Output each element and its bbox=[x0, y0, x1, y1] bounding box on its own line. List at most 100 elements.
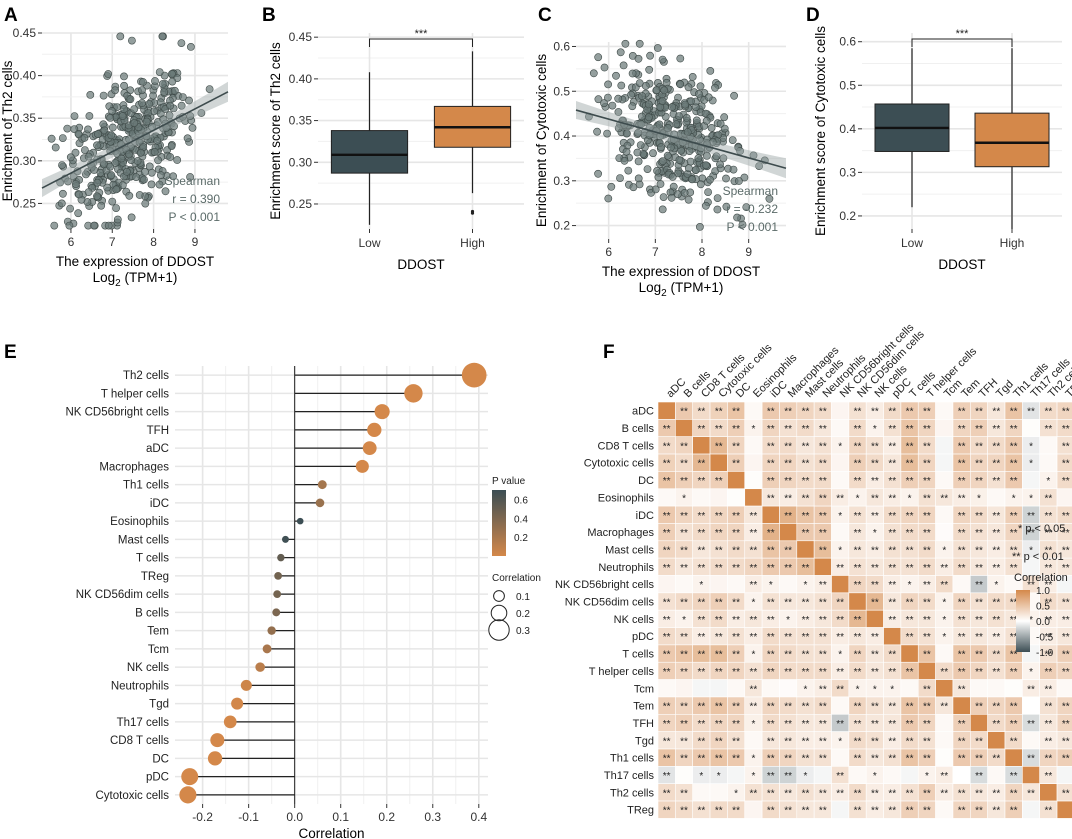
category-label: Tem bbox=[147, 626, 169, 638]
significance-mark: ** bbox=[836, 719, 844, 730]
heatmap-cell bbox=[935, 419, 954, 438]
significance-mark: ** bbox=[854, 476, 862, 487]
significance-mark: ** bbox=[697, 754, 705, 765]
significance-mark: * bbox=[699, 771, 703, 782]
significance-mark: ** bbox=[906, 459, 914, 470]
heatmap-cell bbox=[709, 453, 728, 472]
significance-mark: ** bbox=[1044, 632, 1052, 643]
scatter-point bbox=[140, 175, 148, 184]
category-label: Th2 cells bbox=[123, 370, 169, 382]
scatter-point bbox=[634, 157, 643, 166]
y-tick-label: 0.35 bbox=[13, 111, 37, 125]
significance-mark: ** bbox=[888, 615, 896, 626]
scatter-point bbox=[158, 80, 167, 88]
significance-mark: ** bbox=[802, 528, 810, 539]
significance-mark: * bbox=[786, 615, 790, 626]
significance-mark: * bbox=[751, 719, 755, 730]
scatter-point bbox=[660, 86, 669, 95]
significance-label: *** bbox=[956, 28, 970, 40]
heatmap-cell bbox=[744, 453, 763, 472]
significance-mark: ** bbox=[906, 407, 914, 418]
significance-mark: ** bbox=[715, 667, 723, 678]
significance-mark: ** bbox=[888, 493, 896, 504]
significance-mark: * bbox=[682, 493, 686, 504]
lollipop-dot bbox=[362, 441, 377, 456]
y-axis-title: Enrichment of Cytotoxic cells bbox=[534, 54, 549, 228]
significance-mark: ** bbox=[715, 424, 723, 435]
row-label: Macrophages bbox=[587, 527, 654, 539]
scatter-point bbox=[655, 120, 664, 129]
regression-line bbox=[575, 109, 787, 170]
scatter-point bbox=[635, 79, 644, 87]
significance-mark: ** bbox=[767, 736, 775, 747]
scatter-point bbox=[113, 215, 122, 224]
scatter-point bbox=[712, 152, 721, 161]
significance-mark: * bbox=[734, 788, 738, 799]
significance-mark: * bbox=[838, 511, 842, 522]
significance-mark: * bbox=[1029, 459, 1033, 470]
colorbar-tick-label: 1.0 bbox=[1036, 586, 1050, 597]
significance-mark: ** bbox=[940, 771, 948, 782]
scatter-point bbox=[47, 134, 56, 143]
colorbar-tick-label: 0.5 bbox=[1036, 602, 1050, 613]
heatmap-cell bbox=[935, 453, 954, 472]
panel-label: A bbox=[4, 5, 18, 26]
significance-mark: ** bbox=[992, 545, 1000, 556]
significance-mark: * bbox=[977, 493, 981, 504]
x-axis-title: DDOST bbox=[938, 257, 985, 272]
significance-mark: ** bbox=[715, 441, 723, 452]
significance-mark: * bbox=[769, 580, 773, 591]
heatmap-cell bbox=[831, 523, 850, 542]
scatter-point bbox=[166, 153, 175, 161]
significance-mark: ** bbox=[871, 563, 879, 574]
significance-mark: * bbox=[751, 598, 755, 609]
significance-mark: ** bbox=[819, 719, 827, 730]
significance-mark: ** bbox=[697, 598, 705, 609]
heatmap-cell bbox=[796, 540, 815, 559]
significance-mark: ** bbox=[854, 719, 862, 730]
scatter-point bbox=[728, 136, 737, 144]
significance-mark: * bbox=[1029, 615, 1033, 626]
significance-mark: ** bbox=[958, 684, 966, 695]
lollipop-dot bbox=[296, 517, 304, 525]
significance-mark: ** bbox=[958, 493, 966, 504]
significance-mark: ** bbox=[1044, 407, 1052, 418]
significance-mark: ** bbox=[888, 476, 896, 487]
heatmap-cell bbox=[727, 679, 746, 698]
scatter-point bbox=[702, 117, 711, 125]
legend-title: P value bbox=[492, 476, 526, 487]
significance-mark: * bbox=[751, 754, 755, 765]
significance-mark: ** bbox=[697, 424, 705, 435]
size-legend-circle bbox=[490, 604, 508, 622]
significance-mark: ** bbox=[940, 580, 948, 591]
y-tick-label: 0.25 bbox=[289, 197, 313, 211]
significance-mark: ** bbox=[663, 788, 671, 799]
y-axis-title: Enrichment score of Cytotoxic cells bbox=[813, 26, 828, 236]
heatmap-cell bbox=[779, 523, 798, 542]
y-tick-label: 0.6 bbox=[553, 39, 570, 53]
scatter-point bbox=[604, 93, 612, 102]
significance-mark: ** bbox=[732, 511, 740, 522]
scatter-point bbox=[654, 173, 663, 182]
significance-mark: ** bbox=[975, 702, 983, 713]
scatter-point bbox=[621, 39, 630, 48]
heatmap-cell bbox=[675, 766, 693, 784]
heatmap-cell bbox=[744, 731, 763, 750]
significance-mark: ** bbox=[767, 788, 775, 799]
significance-mark: ** bbox=[663, 667, 671, 678]
scatter-point bbox=[716, 119, 725, 128]
scatter-point bbox=[147, 180, 156, 189]
significance-mark: ** bbox=[802, 788, 810, 799]
scatter-point bbox=[155, 68, 164, 76]
heatmap-cell bbox=[900, 679, 919, 698]
significance-mark: ** bbox=[836, 563, 844, 574]
significance-mark: ** bbox=[819, 407, 827, 418]
significance-mark: ** bbox=[923, 407, 931, 418]
heatmap-cell bbox=[987, 766, 1006, 784]
scatter-point bbox=[722, 174, 730, 183]
scatter-point bbox=[594, 53, 603, 62]
significance-mark: ** bbox=[1010, 476, 1018, 487]
lollipop-dot bbox=[179, 786, 197, 804]
scatter-point bbox=[63, 124, 72, 133]
significance-mark: ** bbox=[680, 476, 688, 487]
